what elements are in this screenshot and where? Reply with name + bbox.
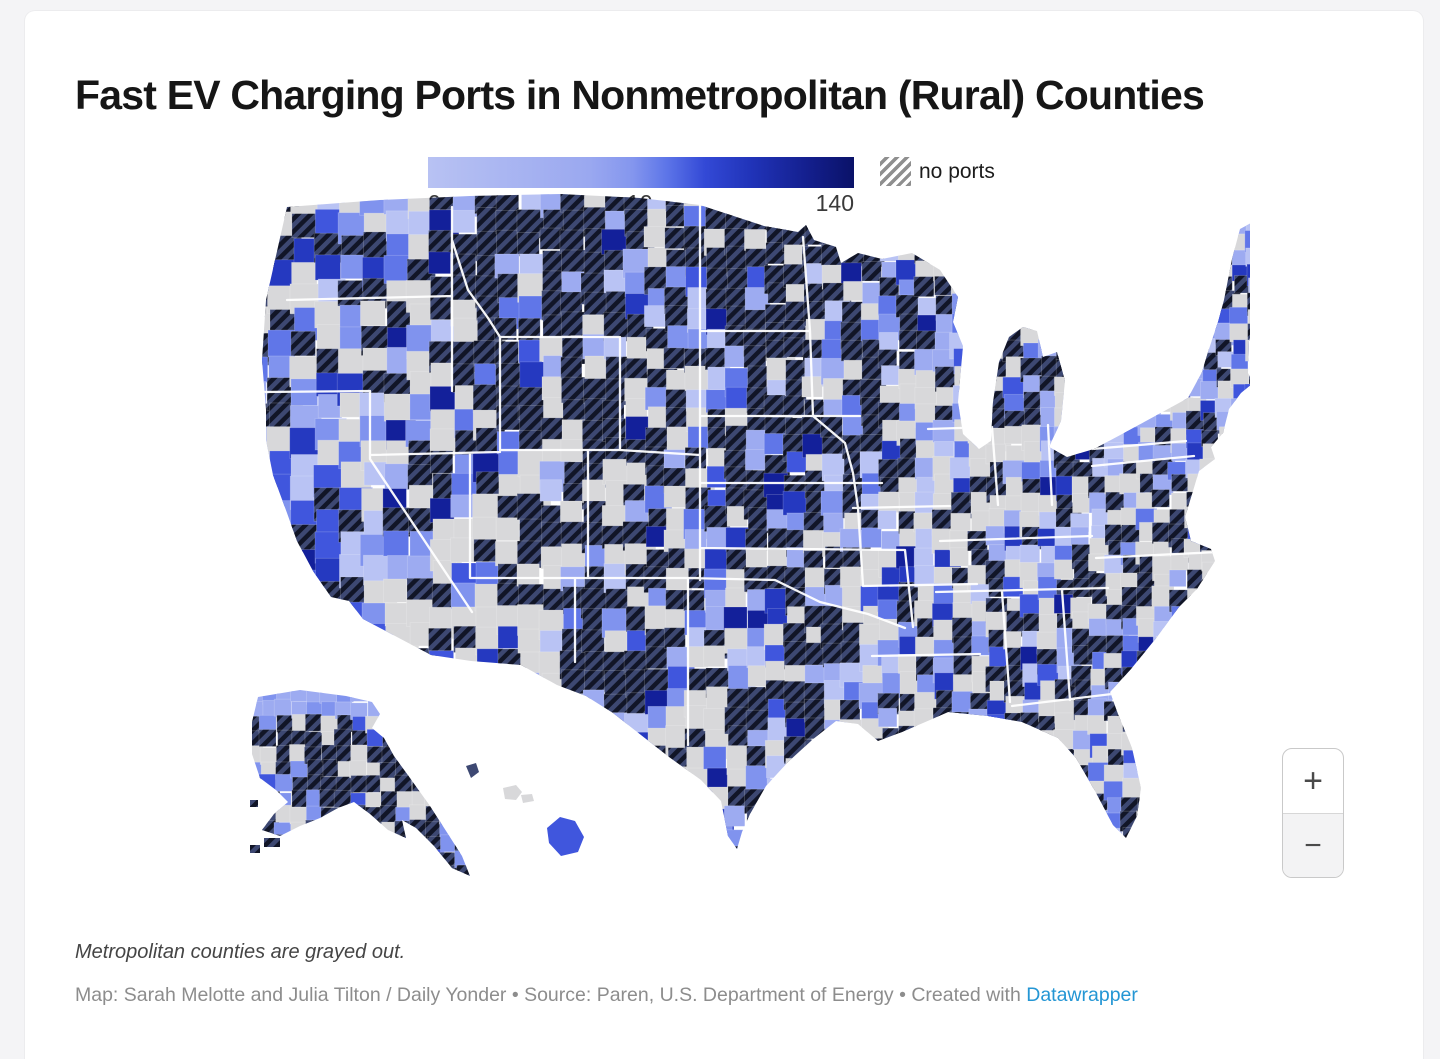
byline: Map: Sarah Melotte and Julia Tilton / Da… xyxy=(75,984,1138,1007)
no-ports-label: no ports xyxy=(919,160,995,183)
us-county-choropleth-map[interactable] xyxy=(246,192,1272,882)
datawrapper-link[interactable]: Datawrapper xyxy=(1026,984,1138,1006)
alaska-fill-layer xyxy=(252,690,470,876)
no-ports-hatch-icon xyxy=(880,157,911,186)
legend-gradient-bar xyxy=(428,157,854,188)
zoom-out-button[interactable]: − xyxy=(1283,813,1343,877)
hawaii-islands xyxy=(466,763,584,856)
zoom-in-button[interactable]: + xyxy=(1303,761,1323,800)
byline-text: Map: Sarah Melotte and Julia Tilton / Da… xyxy=(75,984,1027,1006)
legend-tick-max: 140 xyxy=(815,190,854,216)
map-footnote: Metropolitan counties are grayed out. xyxy=(75,941,406,963)
page-title: Fast EV Charging Ports in Nonmetropolita… xyxy=(75,72,1205,118)
state-borders-layer xyxy=(262,203,1220,747)
map-zoom-control: + − xyxy=(1282,748,1344,878)
aleutian-islands xyxy=(246,800,280,853)
